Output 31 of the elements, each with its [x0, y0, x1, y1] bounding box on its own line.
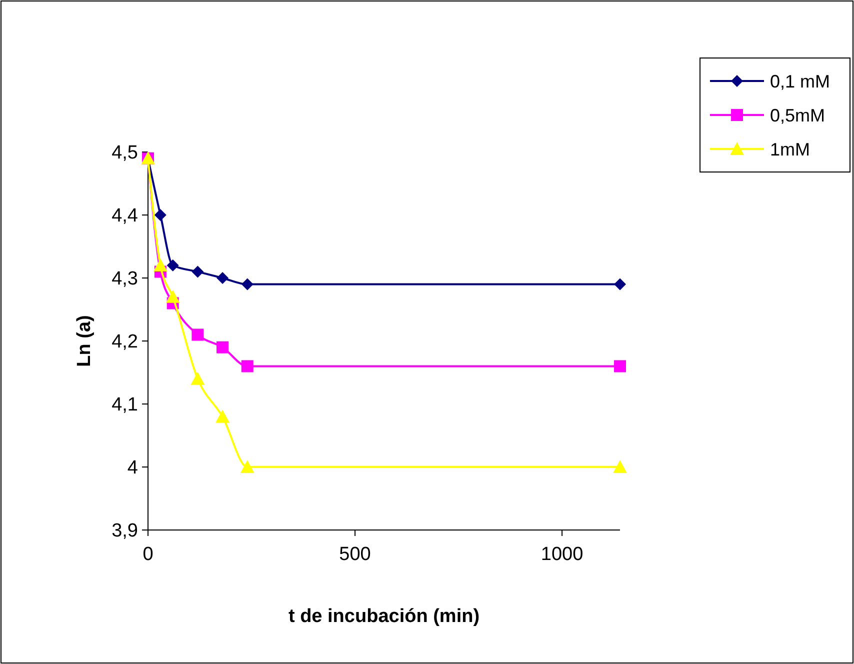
legend-label: 0,1 mM [770, 71, 830, 92]
point [216, 410, 230, 423]
point [166, 259, 179, 272]
y-axis-title: Ln (a) [74, 315, 95, 367]
y-tick-label: 4,5 [112, 142, 138, 164]
point [192, 266, 204, 278]
point [153, 258, 168, 272]
y-tick-label: 4,4 [112, 206, 138, 227]
y-tick-label: 4,2 [112, 332, 138, 353]
y-tick-label: 3,9 [112, 520, 138, 542]
x-axis-title: t de incubación (min) [288, 606, 480, 627]
point [192, 328, 204, 341]
y-tick-label: 4,1 [112, 394, 138, 416]
point [614, 278, 626, 290]
point [190, 372, 205, 385]
y-tick-label: 4,3 [112, 268, 138, 290]
point [166, 290, 180, 303]
point [240, 460, 254, 473]
point [216, 272, 229, 284]
legend-label: 1mM [770, 139, 810, 160]
y-tick-label: 4 [127, 458, 138, 479]
x-tick-label: 500 [339, 544, 371, 565]
legend-label: 0,5mM [770, 105, 826, 126]
point [154, 209, 166, 221]
point [241, 278, 254, 290]
point [216, 341, 229, 354]
point [241, 360, 254, 372]
x-tick-label: 0 [142, 544, 154, 565]
point [613, 460, 627, 473]
x-tick-label: 1000 [540, 544, 584, 565]
point [614, 360, 626, 372]
